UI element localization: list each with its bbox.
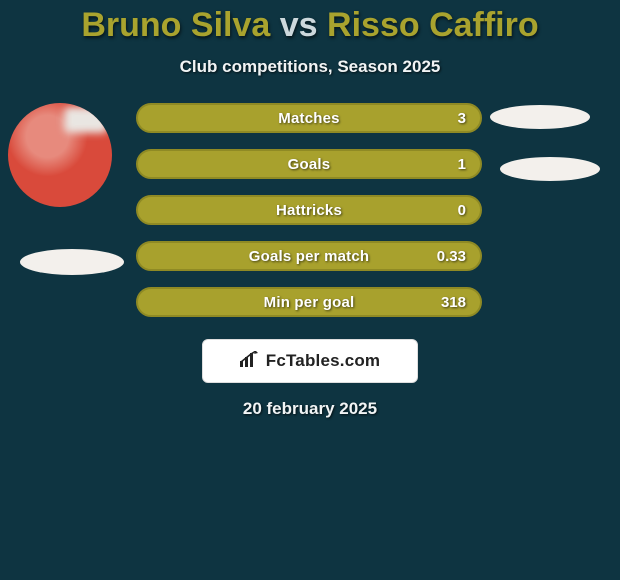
stat-value: 3: [458, 110, 466, 127]
title-player1: Bruno Silva: [81, 6, 270, 44]
stat-bar-goals-per-match: Goals per match 0.33: [136, 241, 482, 271]
stat-label: Goals per match: [249, 248, 370, 265]
stat-bars: Matches 3 Goals 1 Hattricks 0 Goals per …: [136, 103, 482, 333]
player1-avatar: [8, 103, 112, 207]
stat-bar-min-per-goal: Min per goal 318: [136, 287, 482, 317]
stat-bar-matches: Matches 3: [136, 103, 482, 133]
subtitle: Club competitions, Season 2025: [0, 57, 620, 77]
stat-value: 1: [458, 156, 466, 173]
stat-label: Goals: [288, 156, 331, 173]
snapshot-date: 20 february 2025: [0, 399, 620, 419]
player1-shadow: [20, 249, 124, 275]
stat-label: Hattricks: [276, 202, 342, 219]
stat-value: 0: [458, 202, 466, 219]
title-vs: vs: [280, 6, 318, 44]
stat-bar-hattricks: Hattricks 0: [136, 195, 482, 225]
title-player2: Risso Caffiro: [327, 6, 539, 44]
player2-shadow-b: [500, 157, 600, 181]
stat-bar-goals: Goals 1: [136, 149, 482, 179]
stat-label: Matches: [278, 110, 339, 127]
stat-value: 0.33: [437, 248, 466, 265]
comparison-card: Bruno Silva vs Risso Caffiro Club compet…: [0, 0, 620, 580]
source-logo-text: FcTables.com: [266, 351, 381, 371]
stat-label: Min per goal: [264, 294, 355, 311]
player2-shadow-a: [490, 105, 590, 129]
chart-icon: [240, 351, 260, 372]
stat-value: 318: [441, 294, 466, 311]
source-logo: FcTables.com: [202, 339, 418, 383]
page-title: Bruno Silva vs Risso Caffiro: [0, 0, 620, 45]
